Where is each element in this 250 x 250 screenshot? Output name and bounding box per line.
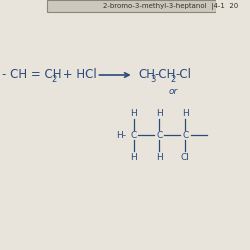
Text: or: or bbox=[168, 88, 177, 96]
Text: C: C bbox=[130, 130, 137, 140]
Text: 3: 3 bbox=[150, 76, 155, 84]
Text: CH: CH bbox=[138, 68, 155, 82]
Text: 2: 2 bbox=[52, 76, 57, 84]
Text: -CH: -CH bbox=[154, 68, 176, 82]
Text: 2: 2 bbox=[171, 76, 176, 84]
Text: H: H bbox=[156, 152, 163, 162]
Text: C: C bbox=[156, 130, 162, 140]
Text: Cl: Cl bbox=[181, 152, 190, 162]
Text: + HCl: + HCl bbox=[58, 68, 96, 82]
Text: H-: H- bbox=[116, 130, 126, 140]
Text: 2-bromo-3-methyl-3-heptanol  |4-1  20: 2-bromo-3-methyl-3-heptanol |4-1 20 bbox=[104, 2, 239, 10]
Text: -Cl: -Cl bbox=[175, 68, 191, 82]
Text: H: H bbox=[182, 108, 189, 118]
Text: H: H bbox=[130, 152, 137, 162]
Text: C: C bbox=[182, 130, 188, 140]
Text: H: H bbox=[156, 108, 163, 118]
Text: - CH = CH: - CH = CH bbox=[2, 68, 61, 82]
Text: H: H bbox=[130, 108, 137, 118]
Bar bbox=[48, 0, 215, 12]
